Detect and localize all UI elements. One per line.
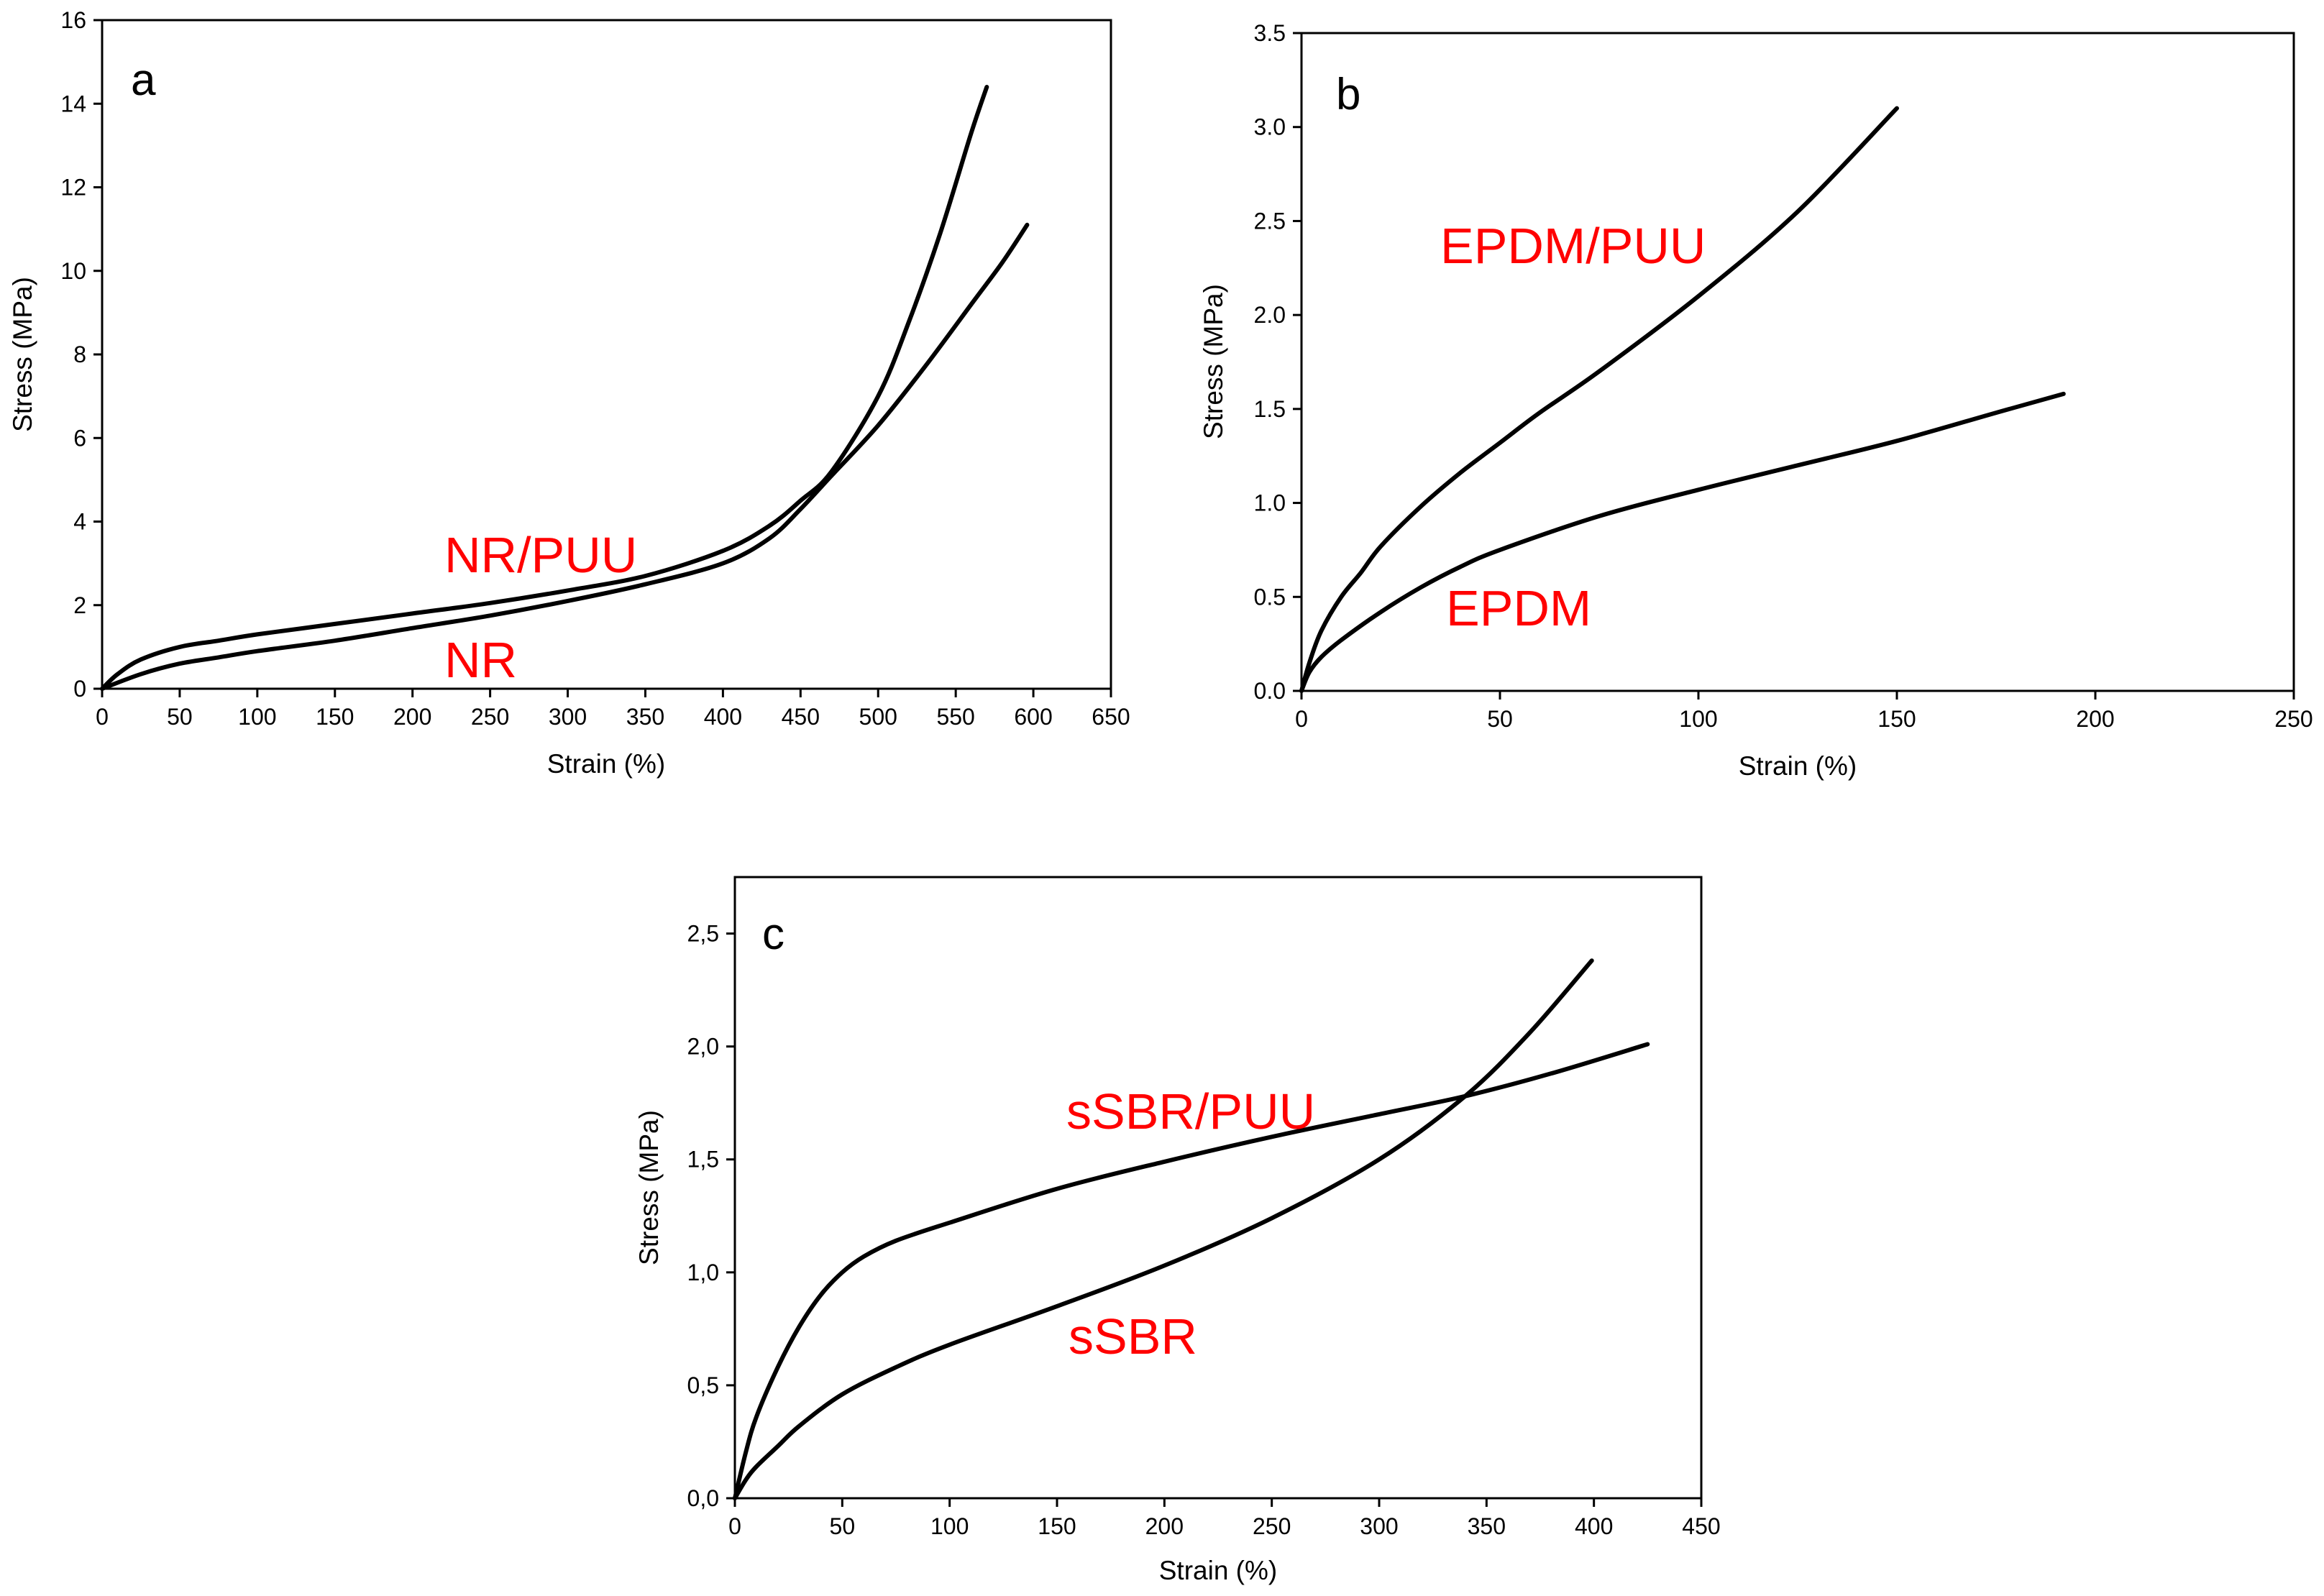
x-tick-label: 200 <box>1145 1513 1184 1539</box>
x-tick-label: 250 <box>471 704 509 730</box>
x-tick-label: 50 <box>830 1513 856 1539</box>
y-tick-label: 4 <box>73 509 86 535</box>
series-line-epdm <box>1299 391 2066 693</box>
x-tick-label: 350 <box>1468 1513 1506 1539</box>
series-line-ssbr-puu <box>733 1042 1650 1500</box>
x-tick-label: 0 <box>728 1513 741 1539</box>
y-tick-label: 10 <box>60 258 86 284</box>
y-axis-label: Stress (MPa) <box>8 277 37 432</box>
x-tick-label: 100 <box>1679 706 1717 732</box>
x-tick-label: 300 <box>1360 1513 1398 1539</box>
y-tick-label: 2,0 <box>687 1034 719 1060</box>
y-tick-label: 1.0 <box>1254 490 1286 516</box>
x-tick-label: 400 <box>1575 1513 1613 1539</box>
y-tick-label: 2.5 <box>1254 208 1286 234</box>
x-tick-label: 400 <box>704 704 742 730</box>
y-tick-label: 3.0 <box>1254 114 1286 140</box>
x-tick-label: 150 <box>1038 1513 1076 1539</box>
y-tick-label: 2.0 <box>1254 302 1286 328</box>
y-axis-label: Stress (MPa) <box>1199 284 1228 439</box>
y-tick-label: 8 <box>73 341 86 367</box>
panel-b: 0 50 100 150 200 250 0.0 0.5 1.0 1.5 2.0 2.5 3.0 3.5 S… <box>1199 20 2313 781</box>
x-tick-label: 250 <box>2274 706 2312 732</box>
series-label-nr-puu: NR/PUU <box>444 527 637 583</box>
series-line-nr <box>100 222 1030 691</box>
plot-frame <box>101 19 1112 690</box>
x-tick-label: 450 <box>782 704 820 730</box>
y-tick-label: 0,0 <box>687 1485 719 1511</box>
x-axis-label: Strain (%) <box>1159 1556 1277 1585</box>
x-tick-label: 350 <box>626 704 664 730</box>
series-label-nr: NR <box>444 632 517 688</box>
x-tick-label: 150 <box>1877 706 1916 732</box>
y-tick-label: 2,5 <box>687 921 719 947</box>
y-tick-label: 1.5 <box>1254 396 1286 422</box>
x-tick-label: 200 <box>393 704 431 730</box>
x-tick-label: 0 <box>96 704 109 730</box>
plot-frame <box>733 876 1703 1500</box>
x-tick-label: 150 <box>316 704 354 730</box>
plot-frame <box>1300 32 2295 692</box>
y-tick-label: 0.5 <box>1254 584 1286 610</box>
x-tick-label: 650 <box>1092 704 1130 730</box>
panel-a: 0 50 100 150 200 250 300 350 400 450 500 550 600 650 0… <box>8 7 1130 779</box>
x-tick-label: 250 <box>1253 1513 1291 1539</box>
x-tick-label: 600 <box>1014 704 1052 730</box>
y-tick-label: 0,5 <box>687 1372 719 1398</box>
series-line-nr-puu <box>100 85 989 691</box>
x-tick-label: 50 <box>167 704 193 730</box>
y-tick-label: 1,5 <box>687 1147 719 1173</box>
y-tick-label: 14 <box>60 91 86 116</box>
panel-letter: c <box>762 909 784 959</box>
series-line-epdm-puu <box>1299 106 1899 693</box>
y-tick-label: 0 <box>73 676 86 702</box>
y-tick-label: 1,0 <box>687 1260 719 1285</box>
x-tick-label: 300 <box>549 704 587 730</box>
panel-letter: b <box>1336 70 1360 119</box>
x-tick-label: 200 <box>2076 706 2114 732</box>
x-tick-label: 100 <box>930 1513 969 1539</box>
y-tick-label: 6 <box>73 425 86 451</box>
x-axis-label: Strain (%) <box>547 749 665 779</box>
panel-c: 0 50 100 150 200 250 300 350 400 450 0,0 0,5 1,0 1,5 2… <box>634 876 1721 1585</box>
x-tick-label: 550 <box>936 704 974 730</box>
y-tick-label: 2 <box>73 592 86 618</box>
series-label-ssbr-puu: sSBR/PUU <box>1066 1083 1315 1139</box>
series-label-epdm-puu: EPDM/PUU <box>1440 218 1706 274</box>
x-tick-label: 0 <box>1295 706 1308 732</box>
y-tick-label: 3.5 <box>1254 20 1286 46</box>
y-tick-label: 0.0 <box>1254 678 1286 704</box>
panel-letter: a <box>131 55 156 105</box>
series-label-epdm: EPDM <box>1446 580 1591 636</box>
series-label-ssbr: sSBR <box>1069 1308 1197 1365</box>
x-tick-label: 450 <box>1682 1513 1720 1539</box>
y-tick-label: 16 <box>60 7 86 33</box>
x-tick-label: 100 <box>238 704 276 730</box>
y-tick-label: 12 <box>60 175 86 201</box>
x-axis-label: Strain (%) <box>1739 751 1857 781</box>
y-axis-label: Stress (MPa) <box>634 1110 664 1265</box>
x-tick-label: 500 <box>859 704 897 730</box>
series-line-ssbr <box>733 958 1594 1500</box>
x-tick-label: 50 <box>1487 706 1513 732</box>
